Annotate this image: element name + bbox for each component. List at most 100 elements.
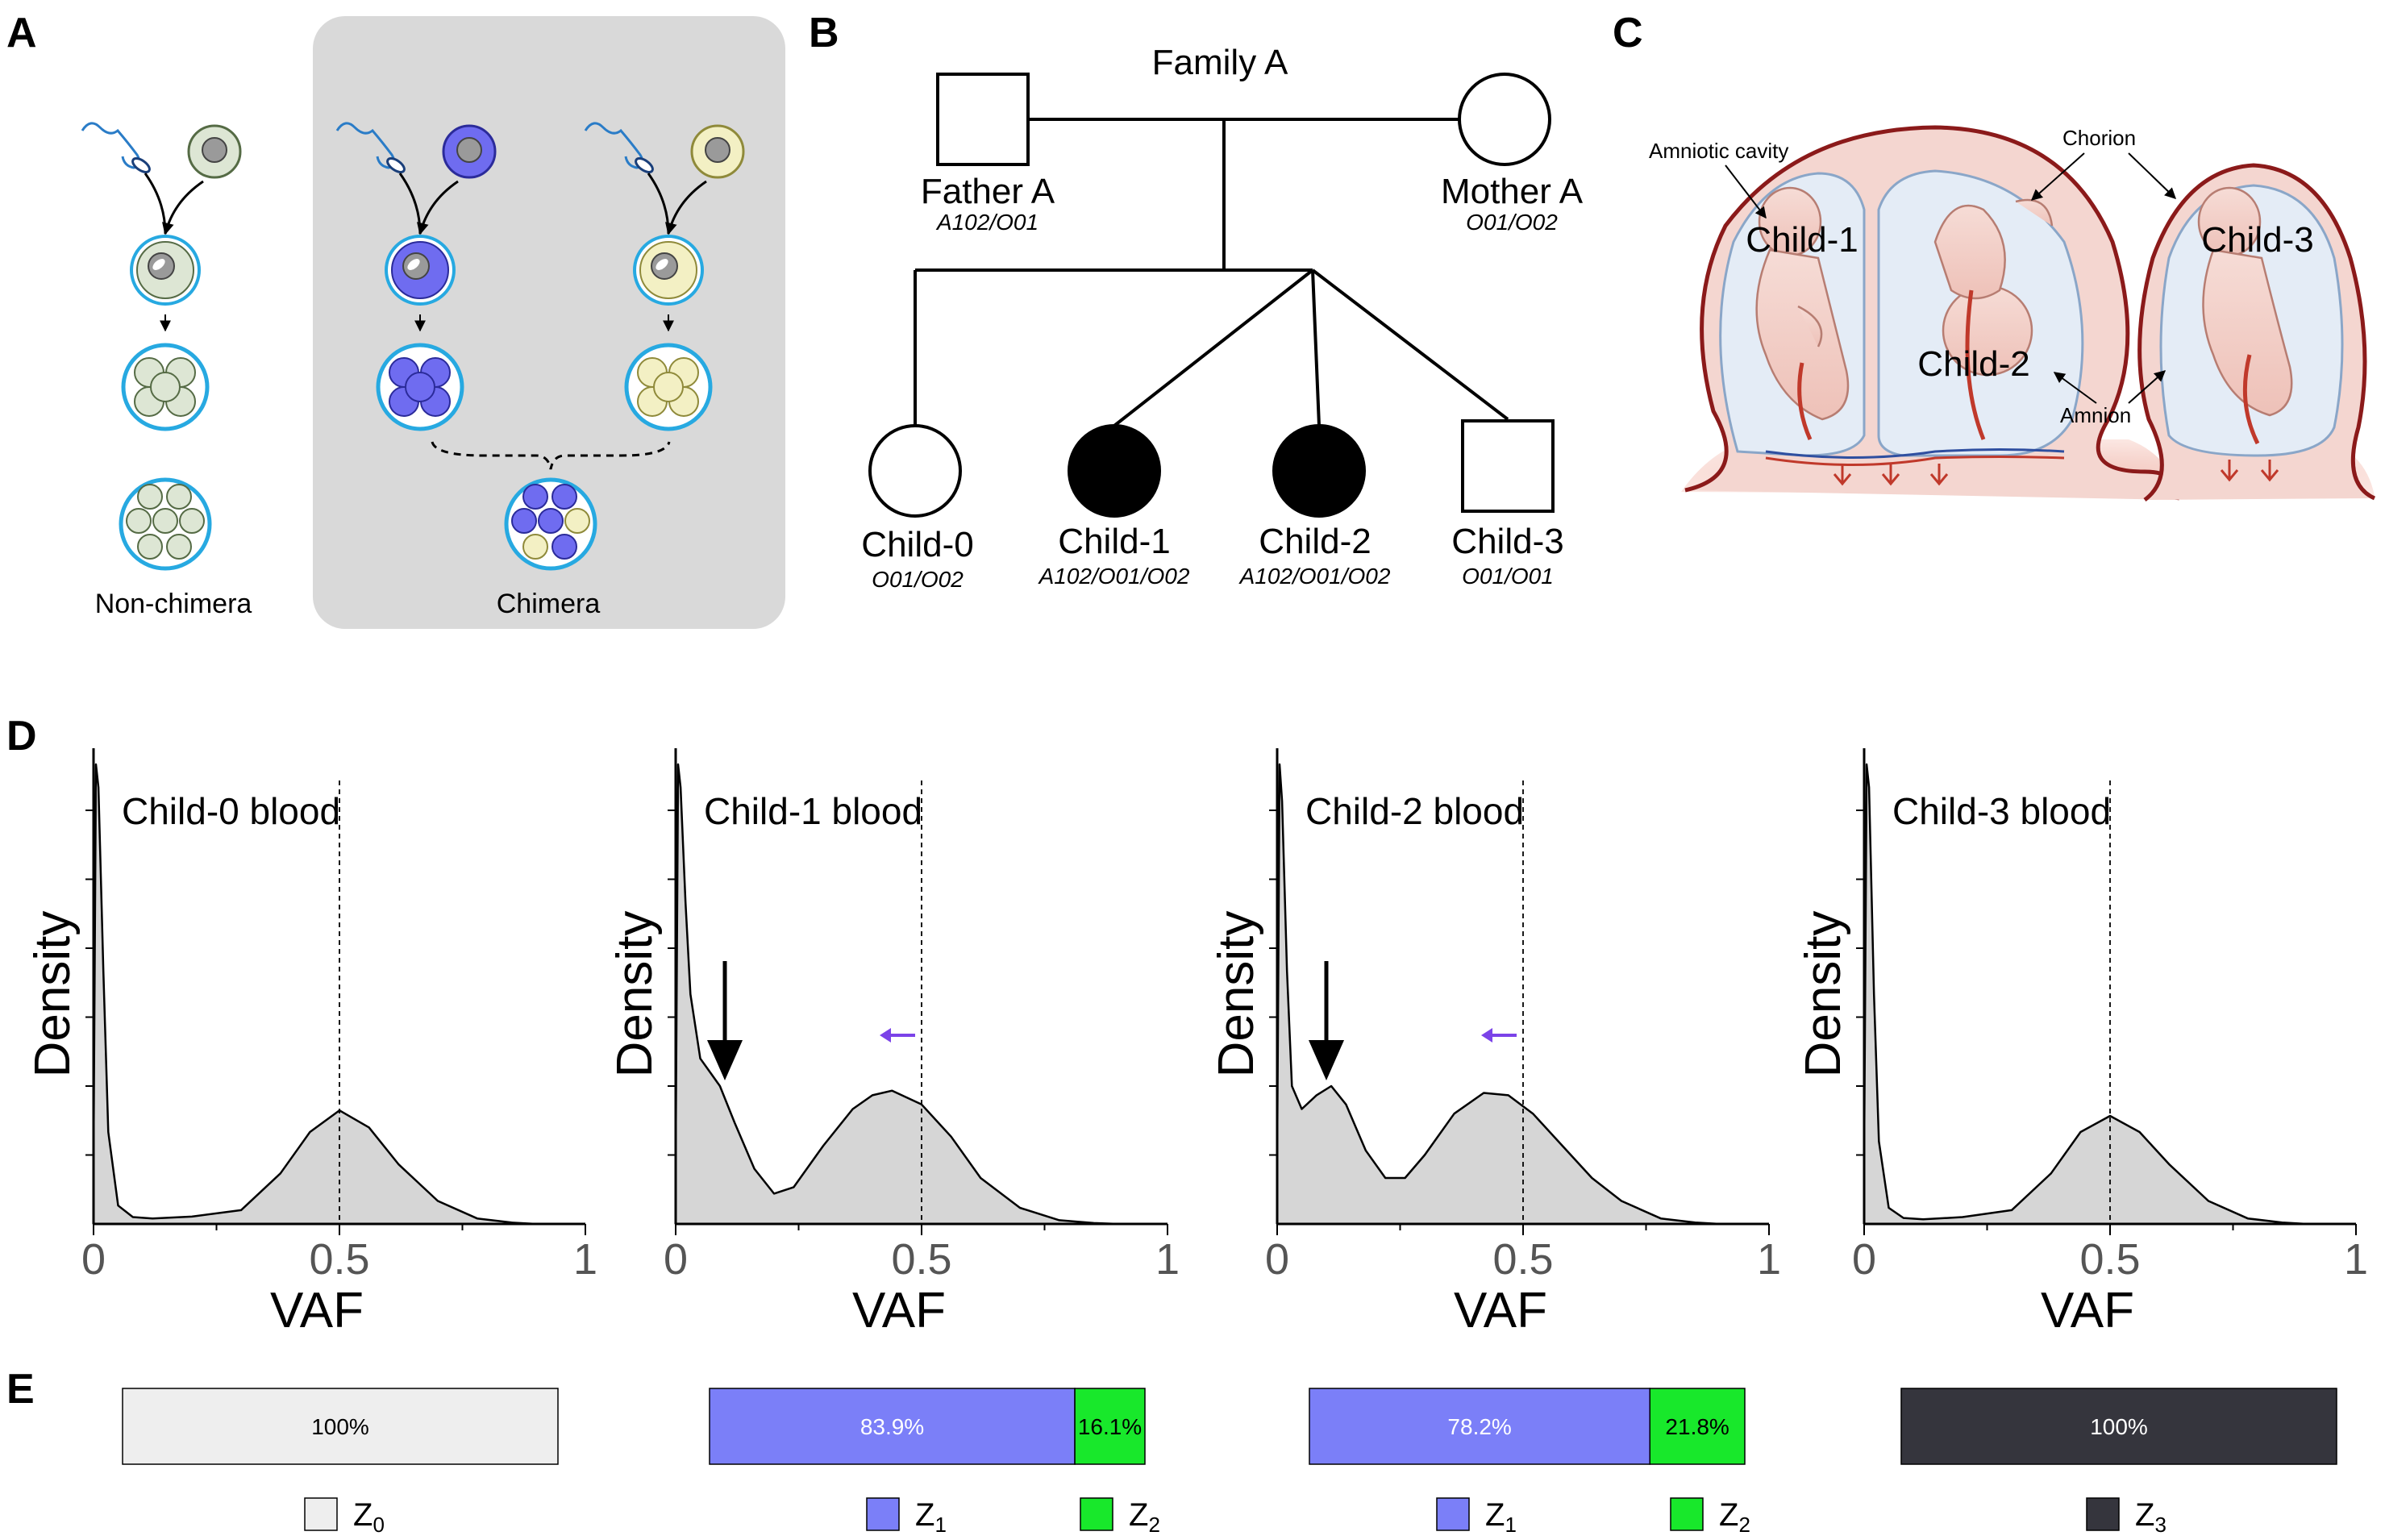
bar-segment-z1 xyxy=(1309,1388,1651,1465)
panel-letter-b: B xyxy=(809,10,839,56)
child3-genotype: O01/O01 xyxy=(1462,564,1554,589)
amnion-label: Amnion xyxy=(2060,403,2131,427)
legend-subscript: 1 xyxy=(1505,1513,1516,1537)
child2-genotype: A102/O01/O02 xyxy=(1238,564,1391,589)
father-name: Father A xyxy=(921,172,1055,211)
legend-swatch xyxy=(1080,1497,1113,1531)
density-title: Child-1 blood xyxy=(704,790,922,832)
peak-shift-arrow-icon xyxy=(1481,1028,1492,1043)
family-title: Family A xyxy=(1152,43,1288,82)
legend-label: Z2 xyxy=(1719,1497,1750,1537)
fetus-child2-label: Child-2 xyxy=(1917,344,2029,384)
bar-segment-label: 100% xyxy=(2090,1414,2148,1439)
placental-vessel-blue xyxy=(1765,448,2065,459)
pedigree-child0-symbol xyxy=(868,424,962,518)
bar-segment-z0 xyxy=(122,1388,559,1465)
fetus-child2-icon xyxy=(1933,198,2054,377)
child3-name: Child-3 xyxy=(1451,522,1563,561)
chimera-label: Chimera xyxy=(497,589,601,619)
child1-genotype: A102/O01/O02 xyxy=(1038,564,1190,589)
bar-segment-label: 16.1% xyxy=(1078,1414,1142,1439)
x-tick-label: 0 xyxy=(1852,1235,1876,1284)
panel-letter-c: C xyxy=(1613,10,1643,56)
child2-name: Child-2 xyxy=(1259,522,1371,561)
twin-line-child1 xyxy=(1113,268,1314,427)
composition-bar-3: 100% Z3 xyxy=(1900,1388,2337,1537)
legend-swatch xyxy=(2086,1497,2120,1531)
panel-letter-d: D xyxy=(6,713,37,760)
x-tick-label: 0 xyxy=(1265,1235,1289,1284)
density-plots: 0 0.5 1 Child-0 blood VAF Density 0 0.5 1 Child-1… xyxy=(25,748,2368,1338)
legend-subscript: 0 xyxy=(373,1513,384,1537)
non-chimera-lineage: Non-chimera xyxy=(81,122,252,619)
density-plot-0: 0 0.5 1 Child-0 blood VAF Density xyxy=(25,748,597,1338)
legend-label: Z1 xyxy=(915,1497,947,1537)
density-area xyxy=(1276,763,1721,1226)
sperm-icon xyxy=(335,122,396,169)
bar-segment-z2 xyxy=(1074,1388,1146,1465)
chimera-yellow-lineage xyxy=(584,122,745,431)
pedigree-child1-symbol xyxy=(1068,424,1161,518)
pedigree-labels: Father A A102/O01 Mother A O01/O02 Child… xyxy=(861,172,1583,592)
pedigree-child2-symbol xyxy=(1272,424,1366,518)
legend-swatch xyxy=(304,1497,338,1531)
fetus-child3-label: Child-3 xyxy=(2201,220,2313,260)
placental-vessel-red xyxy=(1765,456,2065,466)
chorion-label: Chorion xyxy=(2062,126,2136,150)
legend-swatch xyxy=(1670,1497,1704,1531)
cord-child1 xyxy=(1797,362,1813,441)
sperm-icon xyxy=(81,122,141,169)
child0-genotype: O01/O02 xyxy=(872,567,964,592)
legend-label: Z2 xyxy=(1129,1497,1160,1537)
density-title: Child-2 blood xyxy=(1305,790,1524,832)
merge-brace xyxy=(431,441,671,470)
x-tick-label: 1 xyxy=(1757,1235,1781,1284)
legend-subscript: 3 xyxy=(2154,1513,2166,1537)
x-tick-label: 1 xyxy=(1155,1235,1180,1284)
legend-label: Z3 xyxy=(2135,1497,2166,1537)
twin-line-child2 xyxy=(1311,269,1321,427)
pedigree-child3-symbol xyxy=(1461,419,1555,513)
density-plot-1: 0 0.5 1 Child-1 blood VAF Density xyxy=(607,748,1180,1338)
density-title: Child-0 blood xyxy=(122,790,340,832)
mother-genotype: O01/O02 xyxy=(1466,210,1558,235)
bar-segment-label: 100% xyxy=(311,1414,369,1439)
bar-segment-z1 xyxy=(709,1388,1076,1465)
y-axis-label: Density xyxy=(25,911,81,1078)
cord-child2 xyxy=(1965,289,1986,440)
mother-name: Mother A xyxy=(1441,172,1584,211)
bar-segment-z3 xyxy=(1900,1388,2337,1465)
fertilization-arrow-right xyxy=(162,180,204,235)
x-tick-label: 0.5 xyxy=(309,1235,369,1284)
panel-letter-a: A xyxy=(6,10,37,56)
density-area xyxy=(674,763,1120,1226)
legend-swatch xyxy=(1436,1497,1470,1531)
x-tick-label: 1 xyxy=(2344,1235,2368,1284)
child1-name: Child-1 xyxy=(1058,522,1170,561)
pedigree-father-symbol xyxy=(936,73,1030,166)
twin-line-child3 xyxy=(1311,268,1509,421)
egg-nucleus-icon xyxy=(202,137,227,163)
legend-swatch xyxy=(866,1497,900,1531)
panel-a: A Non-chim xyxy=(6,10,785,629)
stacked-bars: 100% Z0 83.9% 16.1% Z1 Z2 78.2% 21.8% Z1 Z2 100% Z3 xyxy=(122,1388,2337,1537)
panel-c: C xyxy=(1613,10,2376,502)
x-tick-label: 1 xyxy=(573,1235,597,1284)
composition-bar-2: 78.2% 21.8% Z1 Z2 xyxy=(1309,1388,1750,1537)
legend-label: Z1 xyxy=(1485,1497,1517,1537)
y-axis-label: Density xyxy=(1209,911,1264,1078)
fetus-child3-icon xyxy=(2197,186,2293,417)
composition-bar-0: 100% Z0 xyxy=(122,1388,559,1537)
amniotic-cavity-label: Amniotic cavity xyxy=(1649,139,1788,163)
legend-subscript: 2 xyxy=(1148,1513,1159,1537)
x-axis-label: VAF xyxy=(2041,1283,2134,1338)
y-axis-label: Density xyxy=(1796,911,1851,1078)
sperm-icon xyxy=(584,122,644,169)
x-axis-label: VAF xyxy=(852,1283,946,1338)
x-tick-label: 0.5 xyxy=(891,1235,951,1284)
panel-d: D 0 0.5 1 Child-0 blood VAF Density 0 0.5 1 Child… xyxy=(6,713,2368,1338)
peak-shift-arrow-icon xyxy=(880,1028,891,1043)
child0-name: Child-0 xyxy=(861,525,973,564)
